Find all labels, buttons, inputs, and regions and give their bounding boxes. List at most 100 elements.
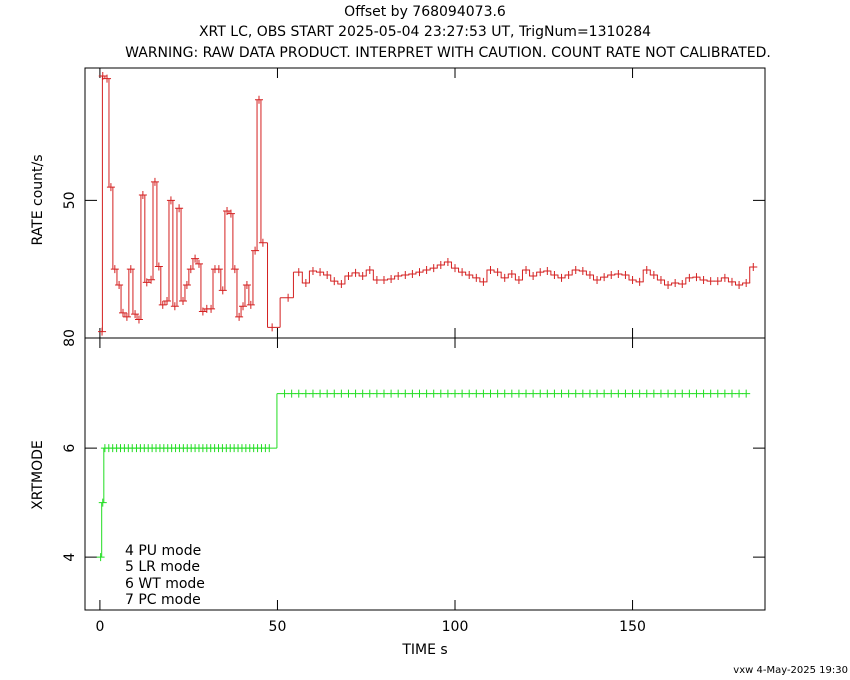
data-point	[720, 273, 729, 282]
data-point	[642, 389, 651, 398]
data-point	[230, 265, 239, 274]
data-point	[422, 265, 431, 274]
data-point	[110, 265, 119, 274]
data-point	[607, 271, 616, 279]
data-point	[593, 276, 602, 285]
data-point	[351, 389, 360, 398]
data-point	[713, 277, 722, 286]
data-point	[122, 312, 131, 321]
data-point	[401, 271, 410, 279]
data-point	[443, 258, 452, 267]
data-point	[351, 268, 360, 277]
data-point	[685, 273, 694, 282]
data-point	[293, 268, 303, 277]
data-point	[287, 389, 296, 398]
data-point	[422, 389, 431, 398]
data-point	[529, 272, 538, 281]
data-point	[465, 271, 474, 279]
data-point	[372, 276, 381, 285]
data-point	[246, 300, 255, 309]
data-point	[394, 272, 403, 281]
data-point	[429, 264, 438, 273]
data-point	[294, 389, 303, 398]
data-point	[578, 389, 587, 398]
data-point	[235, 312, 244, 321]
data-point	[571, 265, 580, 274]
data-point	[365, 265, 374, 274]
data-point	[323, 389, 332, 398]
data-point	[742, 389, 751, 398]
data-point	[585, 389, 594, 398]
data-point	[564, 389, 573, 398]
data-point	[578, 267, 587, 276]
data-point	[649, 389, 658, 398]
data-point	[214, 265, 223, 274]
data-point	[664, 281, 673, 290]
data-point	[706, 389, 715, 398]
annotation: 5 LR mode	[125, 559, 200, 575]
data-point	[98, 327, 107, 336]
data-point	[316, 389, 325, 398]
data-point	[550, 389, 559, 398]
data-point	[656, 389, 665, 398]
step-riser	[101, 75, 751, 332]
data-point	[166, 196, 175, 205]
data-point	[678, 280, 687, 288]
annotation: 80	[62, 329, 78, 347]
data-point	[486, 389, 495, 398]
data-point	[557, 273, 566, 282]
data-point	[529, 389, 538, 398]
data-point	[671, 389, 680, 398]
data-point	[323, 271, 332, 279]
y-tick-label: 4	[62, 553, 78, 562]
data-point	[436, 389, 445, 398]
warning: WARNING: RAW DATA PRODUCT. INTERPRET WIT…	[125, 45, 771, 61]
data-point	[550, 271, 559, 279]
data-point	[458, 389, 467, 398]
data-point	[500, 389, 509, 398]
data-point	[664, 389, 673, 398]
data-point	[330, 389, 339, 398]
data-point	[115, 281, 124, 290]
data-point	[472, 389, 481, 398]
data-point	[671, 278, 680, 287]
data-point	[179, 296, 188, 305]
data-point	[706, 277, 715, 286]
data-point	[147, 275, 156, 284]
y-tick-label: 6	[62, 444, 78, 453]
data-point	[387, 274, 396, 283]
data-point	[265, 444, 277, 453]
data-point	[507, 389, 516, 398]
data-point	[735, 389, 744, 398]
data-point	[507, 269, 516, 278]
data-point	[186, 265, 195, 274]
data-point	[443, 389, 452, 398]
data-point	[207, 304, 216, 313]
data-point	[267, 323, 281, 332]
data-point	[163, 296, 172, 305]
data-point	[607, 389, 616, 398]
x-tick-label: 0	[95, 619, 104, 635]
data-point	[692, 389, 701, 398]
data-point	[415, 268, 424, 277]
data-point	[415, 389, 424, 398]
data-point	[543, 389, 552, 398]
data-point	[493, 268, 502, 277]
step-riser	[101, 393, 278, 558]
data-point	[436, 260, 445, 269]
data-point	[175, 204, 184, 213]
data-point	[656, 276, 665, 285]
data-point	[242, 281, 251, 290]
data-point	[379, 276, 388, 285]
data-point	[191, 254, 200, 263]
plot-frame	[84, 67, 766, 339]
data-point	[358, 389, 367, 398]
data-point	[98, 71, 107, 80]
data-point	[571, 389, 580, 398]
y-axis-label: RATE count/s	[30, 154, 46, 245]
data-point	[522, 389, 531, 398]
data-point	[735, 281, 744, 290]
data-point	[614, 269, 623, 278]
data-point	[621, 271, 630, 279]
data-point	[96, 553, 105, 562]
